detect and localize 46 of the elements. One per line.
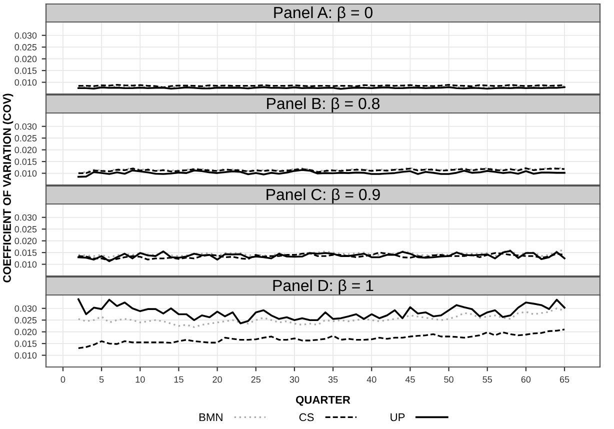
legend-label: CS <box>299 413 314 422</box>
x-axis-title: QUARTER <box>296 396 350 406</box>
x-tick-label: 35 <box>328 376 338 383</box>
legend-label: BMN <box>199 413 222 422</box>
y-tick-label: 0.015 <box>14 340 37 347</box>
y-tick-label: 0.020 <box>14 56 37 62</box>
y-tick-label: 0.030 <box>14 123 37 130</box>
y-tick-label: 0.025 <box>14 317 37 324</box>
y-axis-title: COEFFICIENT OF VARIATION (COV) <box>2 94 14 282</box>
y-tick-label: 0.010 <box>14 261 37 268</box>
y-tick-label: 0.030 <box>14 214 37 221</box>
chart-title: Panel C: β = 0.9 <box>266 188 380 204</box>
chart-title: Panel D: β = 1 <box>273 279 374 294</box>
x-tick-label: 10 <box>136 376 145 383</box>
legend-label: UP <box>390 413 405 422</box>
y-tick-label: 0.020 <box>14 146 37 154</box>
y-tick-label: 0.025 <box>14 135 37 142</box>
x-tick-label: 50 <box>444 376 454 383</box>
y-tick-label: 0.010 <box>14 352 37 359</box>
y-tick-label: 0.010 <box>14 170 37 177</box>
x-tick-label: 60 <box>521 376 531 383</box>
y-tick-label: 0.015 <box>14 250 37 256</box>
y-tick-label: 0.020 <box>14 238 37 244</box>
chart-title: Panel A: β = 0 <box>274 6 372 22</box>
line-series <box>78 169 566 178</box>
line-series <box>78 298 566 324</box>
x-tick-label: 15 <box>174 376 184 383</box>
y-tick-label: 0.015 <box>14 158 37 165</box>
x-tick-label: 55 <box>482 376 492 383</box>
x-tick-label: 45 <box>405 376 415 383</box>
line-series <box>78 328 566 350</box>
y-tick-label: 0.025 <box>14 226 37 232</box>
y-tick-label: 0.030 <box>14 32 37 39</box>
x-tick-label: 20 <box>212 376 222 383</box>
x-tick-label: 0 <box>60 376 66 383</box>
y-tick-label: 0.020 <box>14 328 37 336</box>
x-tick-label: 65 <box>560 376 570 383</box>
x-tick-label: 30 <box>290 376 300 383</box>
x-tick-label: 5 <box>99 376 104 383</box>
chart-title: Panel B: β = 0.8 <box>267 97 380 112</box>
y-tick-label: 0.030 <box>14 305 37 312</box>
y-tick-label: 0.025 <box>14 44 37 50</box>
y-tick-label: 0.010 <box>14 79 37 86</box>
x-tick-label: 25 <box>251 376 261 383</box>
x-tick-label: 40 <box>366 376 376 383</box>
y-tick-label: 0.015 <box>14 68 37 74</box>
